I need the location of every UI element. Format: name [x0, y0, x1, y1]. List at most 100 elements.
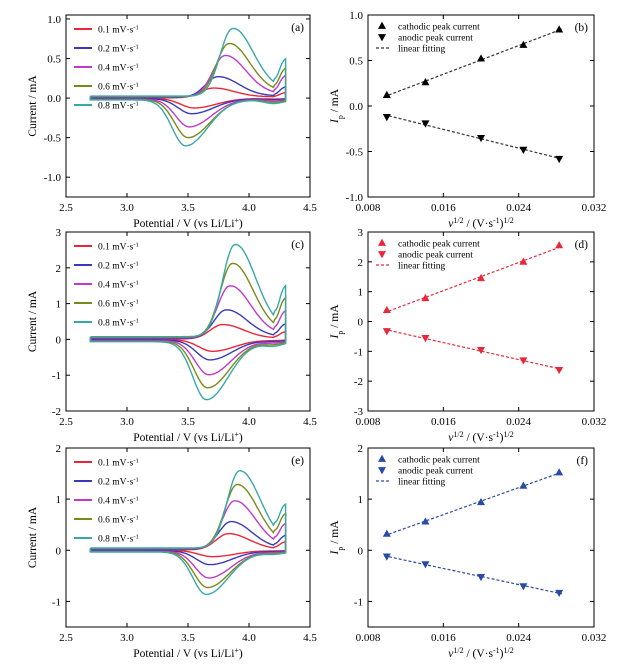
anodic-marker — [519, 583, 528, 591]
cathodic-marker — [519, 40, 528, 48]
cv-curve-5 — [89, 27, 287, 147]
x-tick-label: 0.016 — [431, 416, 456, 428]
panel-tag: (a) — [291, 22, 304, 34]
y-tick-label: 2 — [56, 263, 62, 275]
anodic-marker — [555, 155, 564, 164]
panel-d: 0.008 0.016 0.024 0.032 -3 -2 -1 0 1 2 3 (d) cathodi… — [329, 227, 606, 444]
legend-marker — [378, 251, 386, 259]
y-tick-label: 1 — [56, 299, 62, 311]
legend-label: 0.1 mV·s-1 — [98, 241, 139, 253]
legend-marker — [378, 21, 386, 29]
x-tick-label: 2.5 — [59, 202, 73, 214]
y-tick-label: -1 — [52, 370, 61, 382]
anodic-marker — [477, 346, 485, 355]
legend-label: cathodic peak current — [398, 23, 480, 33]
x-tick-label: 0.032 — [582, 416, 607, 428]
x-tick-label: 2.5 — [59, 416, 73, 428]
y-tick-label: -2 — [52, 406, 61, 418]
legend-label: 0.8 mV·s-1 — [98, 100, 139, 112]
y-tick-label: 2 — [358, 443, 364, 455]
panel-a: 2.5 3.0 3.5 4.0 4.5 -1.0 -0.5 0.0 0.5 1.0 (a) 0.1 m… — [27, 14, 317, 230]
x-tick-label: 4.0 — [242, 202, 256, 214]
legend-label: 0.4 mV·s-1 — [98, 62, 139, 74]
anodic-marker — [477, 134, 485, 143]
panel-c: 2.5 3.0 3.5 4.0 4.5 -2 -1 0 1 2 3 (c) 0.1 mV·s-1 0.2 … — [27, 227, 317, 444]
legend-label: anodic peak current — [398, 467, 473, 477]
cathodic-marker — [519, 481, 528, 489]
legend-marker — [378, 34, 386, 42]
legend-label: 0.2 mV·s-1 — [98, 260, 139, 272]
x-axis-label: Potential / V (vs Li/Li+) — [133, 430, 243, 445]
legend-label: 0.1 mV·s-1 — [98, 457, 139, 469]
y-axis-label: Current / mA — [27, 506, 39, 568]
y-tick-label: 2 — [358, 257, 364, 269]
x-tick-label: 0.008 — [356, 202, 381, 214]
fit-line-1 — [383, 28, 563, 98]
legend-marker — [378, 467, 386, 475]
legend-label: 0.8 mV·s-1 — [98, 533, 139, 545]
y-axis-label: Ip / mA — [329, 88, 345, 124]
y-tick-label: -0.5 — [44, 133, 62, 145]
cathodic-marker — [555, 241, 564, 249]
y-tick-label: 0.0 — [349, 101, 363, 113]
cathodic-marker — [477, 497, 485, 506]
panel-tag: (e) — [291, 455, 304, 467]
y-tick-label: 3 — [56, 227, 62, 239]
x-axis-label: v1/2 / (V·s-1)1/2 — [448, 430, 513, 445]
legend-label: 0.2 mV·s-1 — [98, 43, 139, 55]
x-tick-label: 4.5 — [303, 202, 317, 214]
anodic-marker — [555, 366, 564, 375]
legend-label: 0.8 mV·s-1 — [98, 317, 139, 329]
x-axis-label: v1/2 / (V·s-1)1/2 — [448, 646, 513, 661]
x-tick-label: 4.5 — [303, 416, 317, 428]
fit-line-1 — [383, 245, 563, 314]
anodic-marker — [555, 589, 564, 598]
x-tick-label: 4.5 — [303, 632, 317, 644]
cv-curve-5 — [89, 243, 287, 401]
anodic-marker — [421, 561, 430, 569]
plot-frame — [367, 447, 595, 628]
fit-line-2 — [383, 555, 563, 595]
cathodic-marker — [477, 273, 485, 282]
legend-label: 0.6 mV·s-1 — [98, 514, 139, 526]
legend-label: 0.1 mV·s-1 — [98, 24, 139, 36]
cathodic-marker — [421, 78, 430, 86]
x-tick-label: 0.016 — [431, 632, 456, 644]
y-axis-label: Current / mA — [27, 75, 39, 137]
cathodic-marker — [421, 517, 430, 525]
x-tick-label: 3.0 — [120, 202, 134, 214]
panel-b: 0.008 0.016 0.024 0.032 -1.0 -0.5 0.0 0.5 1.0 (b)… — [329, 10, 606, 230]
legend-marker — [378, 238, 386, 246]
y-tick-label: -2 — [354, 376, 363, 388]
legend-label: 0.4 mV·s-1 — [98, 279, 139, 291]
x-tick-label: 0.032 — [582, 202, 607, 214]
anodic-marker — [519, 357, 528, 365]
cathodic-marker — [382, 90, 391, 98]
x-tick-label: 0.024 — [506, 202, 531, 214]
y-tick-label: 0.5 — [47, 54, 61, 66]
cathodic-marker — [382, 305, 391, 314]
y-tick-label: 1 — [358, 494, 364, 506]
y-axis-label: Current / mA — [27, 290, 39, 352]
panel-f: 0.008 0.016 0.024 0.032 -1 0 1 2 (f) cathodic pea… — [329, 443, 606, 660]
x-tick-label: 0.008 — [356, 632, 381, 644]
y-tick-label: -1.0 — [44, 172, 62, 184]
y-tick-label: 1 — [56, 494, 62, 506]
y-tick-label: -3 — [354, 406, 364, 418]
cathodic-marker — [477, 54, 485, 62]
panel-e: 2.5 3.0 3.5 4.0 4.5 -1 0 1 2 (e) 0.1 mV·s-1 0.2 mV·… — [27, 443, 317, 660]
x-tick-label: 0.032 — [582, 632, 607, 644]
fit-line-2 — [383, 328, 563, 370]
y-tick-label: -1 — [52, 596, 61, 608]
y-tick-label: -1.0 — [346, 192, 364, 204]
legend-label: anodic peak current — [398, 34, 473, 44]
legend-label: cathodic peak current — [398, 240, 480, 250]
x-tick-label: 4.0 — [242, 632, 256, 644]
cv-curve-5 — [89, 470, 287, 596]
y-tick-label: 0 — [358, 545, 364, 557]
x-tick-label: 0.024 — [506, 416, 531, 428]
y-axis-label: Ip / mA — [329, 304, 345, 340]
anodic-marker — [382, 328, 391, 336]
x-tick-label: 3.5 — [181, 416, 195, 428]
